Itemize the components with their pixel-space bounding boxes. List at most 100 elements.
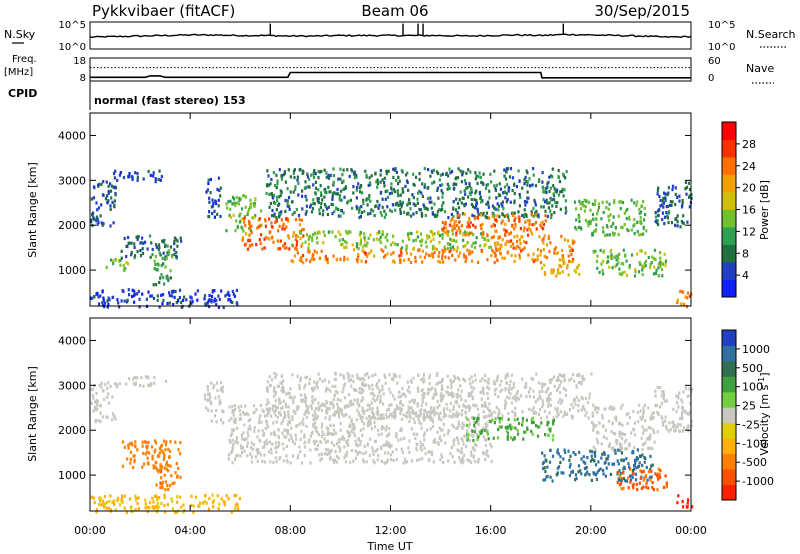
velocity-cell-2074 <box>551 454 555 458</box>
power-cell-360 <box>211 204 215 208</box>
velocity-cell-1178 <box>406 380 409 384</box>
power-cell-1667 <box>466 225 469 229</box>
velocity-cell-1445 <box>333 413 337 417</box>
velocity-cell-387 <box>281 431 284 435</box>
velocity-cell-35 <box>107 392 110 396</box>
power-cell-1149 <box>394 208 397 212</box>
velocity-cell-1573 <box>394 374 397 378</box>
velocity-cell-807 <box>482 451 485 455</box>
power-cell-1026 <box>289 190 292 194</box>
velocity-colorbar-label-end: ] <box>758 372 771 376</box>
power-cell-387 <box>235 201 238 205</box>
velocity-cell-1067 <box>461 421 464 425</box>
power-cell-1697 <box>563 238 566 242</box>
power-cell-650 <box>480 250 483 254</box>
noise-right-tick-bottom: 10^0 <box>708 42 735 53</box>
velocity-cell-1662 <box>376 395 379 399</box>
velocity-cell-49 <box>100 381 103 385</box>
velocity-cell-626 <box>385 460 389 464</box>
power-cell-1312 <box>565 170 568 174</box>
velocity-cell-847 <box>420 408 423 412</box>
velocity-cell-2158 <box>614 432 617 436</box>
velocity-cell-2247 <box>654 472 657 476</box>
power-cell-353 <box>207 178 210 182</box>
power-cell-2031 <box>608 265 611 269</box>
power-cell-1781 <box>555 251 558 256</box>
velocity-cell-2352 <box>654 389 657 393</box>
power-cell-613 <box>490 254 493 258</box>
velocity-cell-479 <box>418 457 421 462</box>
velocity-cell-762 <box>362 422 366 426</box>
power-cell-1116 <box>286 201 289 205</box>
power-cell-113 <box>169 245 172 249</box>
velocity-cell-1261 <box>549 397 552 401</box>
velocity-cell-2117 <box>619 406 623 410</box>
power-cell-1196 <box>287 195 291 200</box>
power-cell-115 <box>179 236 182 240</box>
velocity-cell-164 <box>148 501 152 505</box>
velocity-cell-812 <box>394 411 397 415</box>
power-cell-1209 <box>326 212 329 216</box>
power-cell-358 <box>209 177 212 182</box>
velocity-cell-617 <box>446 432 450 436</box>
velocity-cell-666 <box>295 424 298 428</box>
velocity-cell-1556 <box>405 414 408 418</box>
power-cell-772 <box>483 238 486 242</box>
velocity-cell-965 <box>470 460 473 464</box>
velocity-cell-1706 <box>501 414 504 418</box>
velocity-cell-1077 <box>467 418 470 422</box>
power-cell-1272 <box>379 180 382 184</box>
velocity-cell-678 <box>324 440 327 444</box>
velocity-cell-267 <box>177 448 180 452</box>
power-cell-2025 <box>638 260 641 265</box>
time-tick-label-4: 16:00 <box>475 524 507 537</box>
velocity-cell-2326 <box>659 405 662 409</box>
power-cell-2074 <box>659 198 662 202</box>
velocity-cell-1871 <box>473 430 476 434</box>
velocity-cell-1815 <box>311 398 314 402</box>
power-cell-1542 <box>513 201 516 205</box>
velocity-cell-1055 <box>296 408 299 412</box>
velocity-cell-1941 <box>560 471 563 475</box>
power-cell-1218 <box>448 167 451 171</box>
power-cell-1072 <box>555 190 558 194</box>
velocity-cell-2351 <box>690 387 694 391</box>
velocity-cell-141 <box>227 497 230 501</box>
power-cell-1777 <box>498 235 501 239</box>
power-cell-1984 <box>621 271 624 275</box>
power-cell-1759 <box>516 239 519 243</box>
velocity-cell-669 <box>256 435 259 439</box>
power-cell-1333 <box>558 180 562 184</box>
velocity-cell-1883 <box>531 432 534 436</box>
power-cell-809 <box>359 240 362 244</box>
power-cell-1390 <box>431 170 434 174</box>
velocity-cell-568 <box>334 431 338 435</box>
power-cell-476 <box>267 236 270 240</box>
power-cell-147 <box>133 242 136 246</box>
velocity-cell-2369 <box>686 412 689 416</box>
power-cell-1376 <box>320 194 323 198</box>
velocity-cell-2244 <box>640 486 643 490</box>
velocity-cell-510 <box>265 438 268 442</box>
velocity-cell-1743 <box>480 404 483 408</box>
velocity-cell-421 <box>395 458 398 462</box>
velocity-cell-1576 <box>499 389 502 394</box>
power-cell-142 <box>173 248 176 252</box>
velocity-cell-1668 <box>510 387 513 391</box>
velocity-cell-1779 <box>441 387 444 392</box>
velocity-cell-636 <box>263 453 266 457</box>
power-cell-1853 <box>621 226 624 230</box>
velocity-cell-1600 <box>365 416 368 420</box>
power-cell-885 <box>385 169 388 173</box>
power-cbar-seg-1 <box>722 262 736 280</box>
power-cell-150 <box>175 237 178 241</box>
power-cbar-tick-label-5: 8 <box>742 247 749 260</box>
velocity-cell-1972 <box>556 471 559 475</box>
velocity-cell-1771 <box>301 398 304 402</box>
power-cell-473 <box>278 224 281 228</box>
power-cell-2003 <box>607 259 610 264</box>
velocity-cell-860 <box>354 449 357 453</box>
velocity-cell-1691 <box>361 396 364 400</box>
power-cell-716 <box>316 241 319 245</box>
velocity-cell-766 <box>440 428 443 432</box>
